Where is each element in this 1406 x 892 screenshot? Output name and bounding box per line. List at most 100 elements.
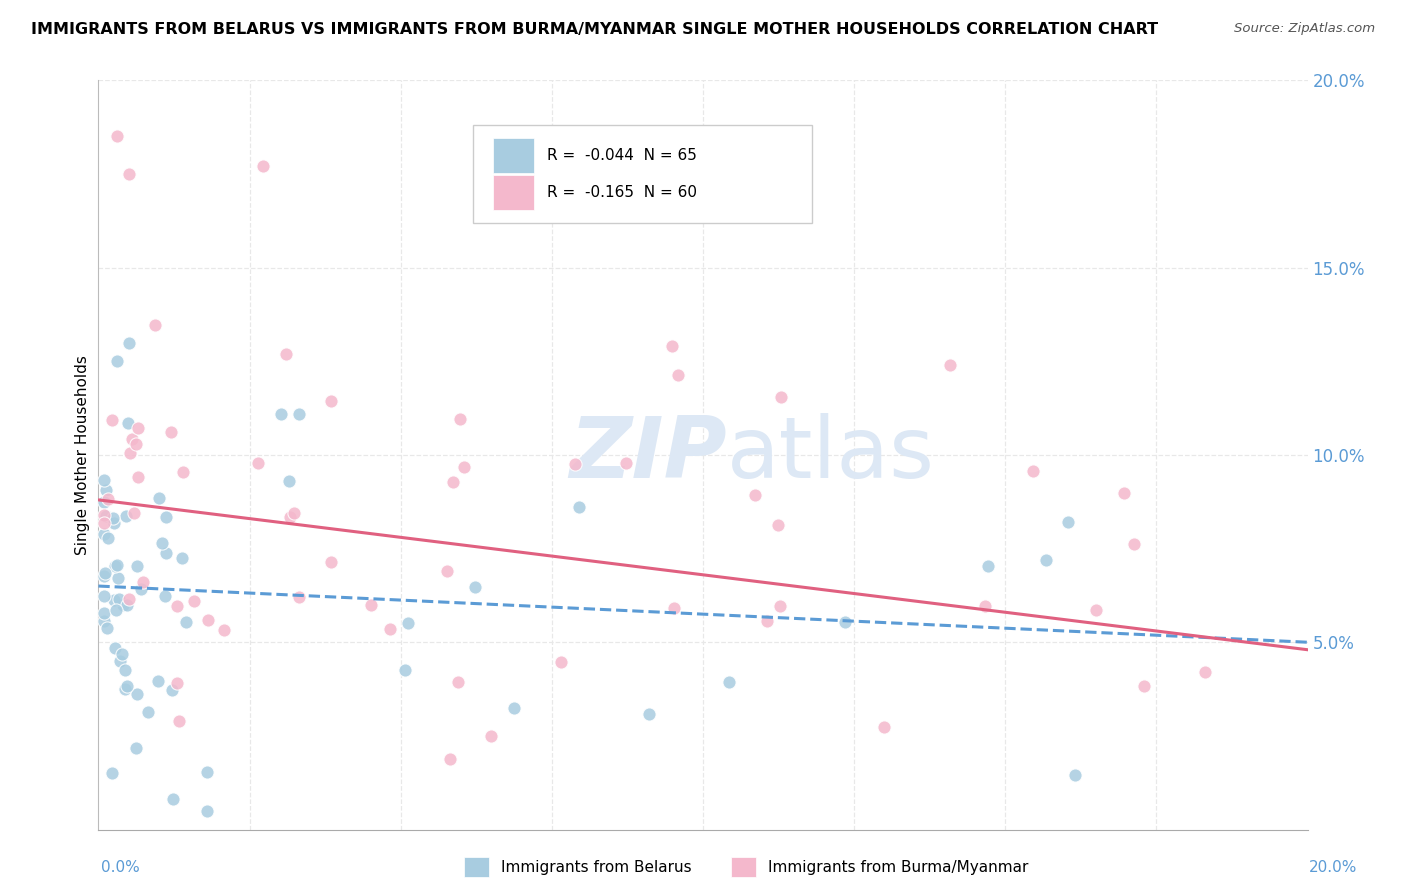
Point <box>104 559 127 574</box>
Point <box>769 599 792 614</box>
Point <box>101 413 124 427</box>
Point <box>283 506 305 520</box>
Point <box>159 425 181 440</box>
Point <box>195 804 218 818</box>
Point <box>453 460 475 475</box>
Point <box>93 516 115 531</box>
Point <box>97 531 120 545</box>
Text: 20.0%: 20.0% <box>1309 860 1357 874</box>
Point <box>127 470 149 484</box>
Point <box>96 621 118 635</box>
Point <box>174 615 197 630</box>
Point <box>117 416 139 430</box>
Point <box>115 598 138 612</box>
Text: R =  -0.165  N = 60: R = -0.165 N = 60 <box>547 186 697 200</box>
Point <box>449 412 471 426</box>
Point <box>360 598 382 612</box>
Point <box>162 683 184 698</box>
Point <box>114 508 136 523</box>
Point <box>439 752 461 766</box>
Point <box>93 614 115 628</box>
Point <box>103 593 125 607</box>
Point <box>125 559 148 574</box>
Point <box>112 598 135 612</box>
Point <box>394 663 416 677</box>
Point <box>107 571 129 585</box>
Point <box>662 601 685 615</box>
Point <box>93 569 115 583</box>
Point <box>118 167 141 181</box>
Text: ZIP: ZIP <box>569 413 727 497</box>
Point <box>481 729 503 743</box>
Point <box>637 706 659 721</box>
Point <box>143 318 166 333</box>
Point <box>288 408 311 422</box>
Point <box>93 508 115 522</box>
Point <box>121 433 143 447</box>
Point <box>197 614 219 628</box>
Point <box>661 339 683 353</box>
Text: 0.0%: 0.0% <box>101 860 141 874</box>
Point <box>666 368 689 382</box>
Point <box>166 676 188 690</box>
Text: IMMIGRANTS FROM BELARUS VS IMMIGRANTS FROM BURMA/MYANMAR SINGLE MOTHER HOUSEHOLD: IMMIGRANTS FROM BELARUS VS IMMIGRANTS FR… <box>31 22 1159 37</box>
Point <box>321 555 343 569</box>
Point <box>108 591 131 606</box>
Point <box>1085 603 1108 617</box>
Point <box>150 535 173 549</box>
Point <box>939 358 962 372</box>
Point <box>93 606 115 620</box>
Point <box>873 720 896 734</box>
Point <box>550 655 572 669</box>
Point <box>441 475 464 489</box>
Point <box>447 675 470 690</box>
Point <box>155 509 177 524</box>
Point <box>1021 464 1043 478</box>
Point <box>125 740 148 755</box>
Text: atlas: atlas <box>727 413 935 497</box>
Point <box>94 566 117 581</box>
Point <box>155 546 177 560</box>
Point <box>138 705 160 719</box>
Point <box>146 674 169 689</box>
Point <box>755 614 778 628</box>
FancyBboxPatch shape <box>492 175 534 211</box>
Point <box>93 589 115 603</box>
Point <box>1057 515 1080 529</box>
Point <box>110 654 132 668</box>
Point <box>834 615 856 629</box>
Point <box>172 466 194 480</box>
Point <box>169 714 191 729</box>
FancyBboxPatch shape <box>474 125 811 223</box>
Point <box>564 457 586 471</box>
Point <box>162 792 184 806</box>
FancyBboxPatch shape <box>492 137 534 173</box>
Point <box>744 487 766 501</box>
Text: R =  -0.044  N = 65: R = -0.044 N = 65 <box>547 148 697 162</box>
Point <box>380 622 402 636</box>
Point <box>274 347 297 361</box>
Point <box>93 473 115 487</box>
Point <box>105 558 128 572</box>
Point <box>93 495 115 509</box>
Point <box>614 456 637 470</box>
Text: Immigrants from Burma/Myanmar: Immigrants from Burma/Myanmar <box>768 860 1028 874</box>
Point <box>127 421 149 435</box>
Point <box>1123 537 1146 551</box>
Point <box>288 591 311 605</box>
Point <box>122 506 145 520</box>
Point <box>717 674 740 689</box>
Point <box>1194 665 1216 679</box>
Point <box>148 491 170 506</box>
Point <box>131 582 153 597</box>
Point <box>125 687 148 701</box>
Point <box>503 700 526 714</box>
Point <box>100 766 122 780</box>
Point <box>114 682 136 697</box>
Point <box>252 159 274 173</box>
Y-axis label: Single Mother Households: Single Mother Households <box>75 355 90 555</box>
Point <box>166 599 188 614</box>
Point <box>247 456 270 470</box>
Point <box>321 393 343 408</box>
Point <box>111 647 134 661</box>
